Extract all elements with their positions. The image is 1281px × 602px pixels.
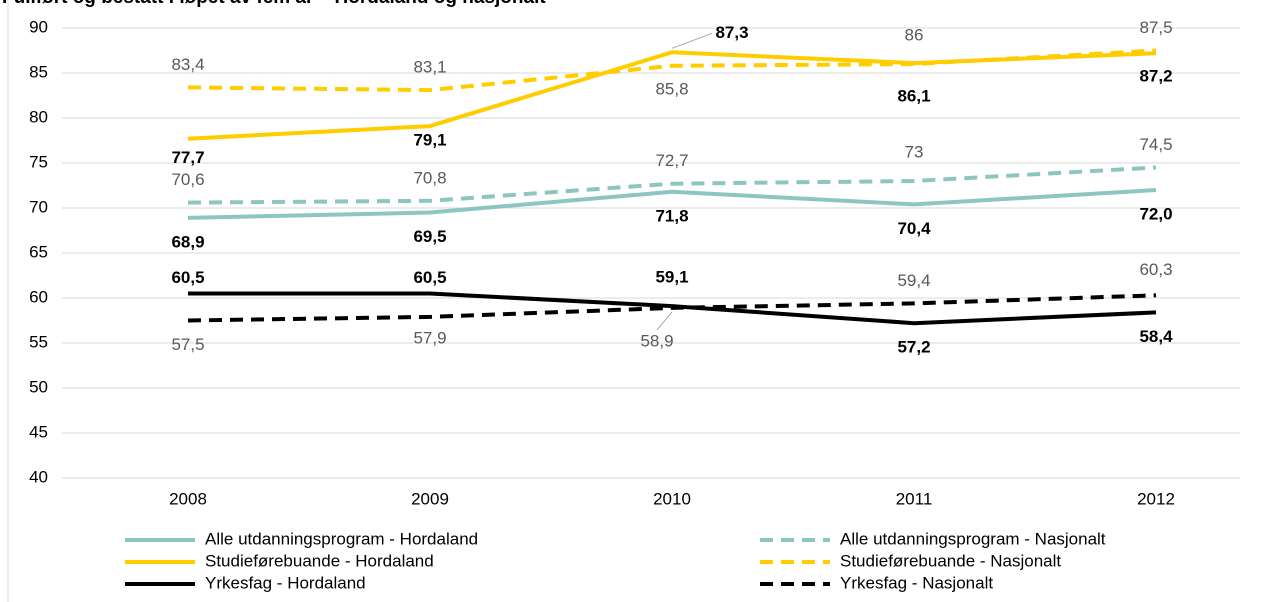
legend-label: Alle utdanningsprogram - Nasjonalt — [840, 529, 1106, 548]
data-label: 68,9 — [171, 232, 204, 251]
data-label: 69,5 — [413, 227, 446, 246]
x-tick-label: 2012 — [1137, 489, 1175, 508]
series-line — [187, 293, 1157, 323]
leader-line — [671, 32, 713, 49]
x-tick-label: 2011 — [896, 489, 933, 508]
legend-label: Yrkesfag - Nasjonalt — [840, 573, 993, 592]
x-tick-label: 2008 — [169, 489, 207, 508]
data-label: 74,5 — [1139, 135, 1172, 154]
x-tick-label: 2010 — [653, 489, 691, 508]
y-tick-label: 90 — [29, 17, 48, 36]
data-label: 57,5 — [171, 335, 204, 354]
data-label: 57,2 — [897, 338, 930, 357]
data-label: 79,1 — [413, 131, 446, 150]
data-label: 70,4 — [897, 219, 931, 238]
legend-label: Yrkesfag - Hordaland — [205, 573, 366, 592]
y-tick-label: 85 — [29, 62, 48, 81]
legend-label: Studieførebuande - Hordaland — [205, 551, 434, 570]
data-label: 87,3 — [715, 23, 748, 42]
series-line — [187, 188, 1157, 220]
data-label: 60,5 — [413, 268, 446, 287]
data-label: 58,4 — [1139, 327, 1173, 346]
data-label: 83,4 — [171, 55, 204, 74]
data-label: 83,1 — [413, 58, 446, 77]
series-line — [187, 165, 1157, 205]
data-label: 60,3 — [1139, 260, 1172, 279]
y-tick-label: 45 — [29, 422, 48, 441]
data-label: 59,1 — [655, 268, 688, 287]
data-label: 87,5 — [1139, 18, 1172, 37]
y-tick-label: 70 — [29, 197, 48, 216]
x-tick-label: 2009 — [411, 489, 449, 508]
data-label: 77,7 — [171, 148, 204, 167]
data-label: 60,5 — [171, 268, 204, 287]
data-label: 57,9 — [413, 328, 446, 347]
data-label: 85,8 — [655, 79, 688, 98]
y-tick-label: 40 — [29, 467, 48, 486]
y-tick-label: 80 — [29, 107, 48, 126]
data-label: 86 — [905, 25, 924, 44]
series-line — [187, 48, 1157, 93]
data-label: 72,7 — [655, 151, 688, 170]
y-tick-label: 60 — [29, 287, 48, 306]
data-label: 72,0 — [1139, 204, 1172, 223]
data-label: 59,4 — [897, 271, 930, 290]
chart-title: Fullført og bestått i løpet av fem år – … — [2, 0, 546, 8]
data-label: 58,9 — [640, 331, 673, 350]
data-label: 86,1 — [897, 87, 930, 106]
data-label: 71,8 — [655, 206, 688, 225]
y-tick-label: 50 — [29, 377, 48, 396]
leader-line — [656, 311, 673, 331]
legend-label: Alle utdanningsprogram - Hordaland — [205, 529, 478, 548]
data-label: 87,2 — [1139, 67, 1172, 86]
y-tick-label: 75 — [29, 152, 48, 171]
legend-label: Studieførebuande - Nasjonalt — [840, 551, 1061, 570]
y-tick-label: 55 — [29, 332, 48, 351]
data-label: 73 — [905, 142, 924, 161]
data-label: 70,8 — [413, 168, 446, 187]
data-label: 70,6 — [171, 170, 204, 189]
y-tick-label: 65 — [29, 242, 48, 261]
